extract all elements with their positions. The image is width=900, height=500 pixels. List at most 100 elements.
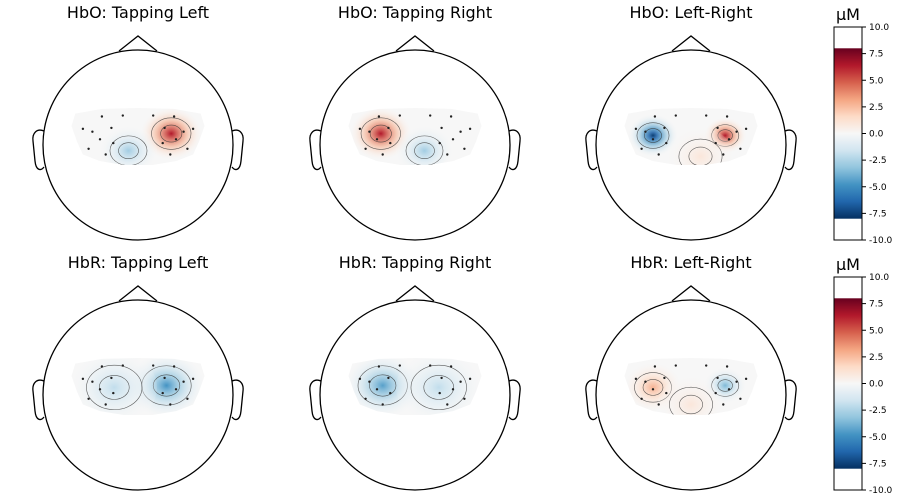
colorbar-tick-label: 5.0 [869,76,884,86]
heat-region [71,107,205,169]
sensor-dot [375,138,379,141]
contour-line [414,142,435,159]
sensor-dot [387,126,390,130]
sensor-dot [99,417,101,419]
right-ear-icon [508,379,521,421]
topomap-panel: HbR: Tapping Left [32,253,244,491]
colorbar-tick-label: 7.5 [869,300,883,310]
head-outline [319,49,511,241]
sensor-dot [446,153,449,156]
colorbar-tick-label: 10.0 [869,23,889,33]
sensor-dot [381,153,384,156]
sensor-dot [653,115,657,118]
contour-line [644,128,662,143]
contour-line [86,364,143,410]
sensor-dot [651,388,655,391]
sensor-dot [459,130,462,133]
sensor-dot [716,126,719,130]
contour-line [109,135,148,165]
sensor-dot [705,364,708,367]
sensor-dot [674,364,677,367]
colorbar: µM 10.0 7.5 5.0 2.5 0.0 -2.5 -5.0 -7.5 -10.0 [833,255,893,496]
sensor-dot [387,376,390,380]
contour-line [369,124,392,143]
colorbar-gradient [834,48,862,219]
sensor-dot [175,417,177,419]
contour-line [678,138,723,165]
sensor-dot [98,138,102,141]
left-ear-icon [32,379,45,421]
sensor-dot [112,391,115,395]
sensor-dot [644,380,647,383]
topomap-panel: HbO: Tapping Right [309,3,521,241]
contour-line [636,122,670,149]
contour-line [98,375,130,400]
topomap-panel: HbR: Left-Right [585,253,797,491]
sensor-dot [665,141,668,145]
sensor-dot [714,391,717,395]
sensor-dot [449,365,453,368]
colorbar-tick-label: -10.0 [869,486,893,496]
left-ear-icon [309,379,322,421]
colorbar-gradient [834,298,862,469]
panel-title: HbR: Left-Right [630,253,751,272]
colorbar-unit: µM [836,5,860,24]
left-ear-icon [309,129,322,171]
sensor-dot [652,167,654,169]
sensor-dot [381,403,384,406]
sensor-dot [376,417,378,419]
head-outline [42,49,234,241]
sensor-dot [440,126,443,130]
nose-icon [395,35,435,52]
sensor-dot [429,114,432,117]
activation-blob [628,114,678,157]
sensor-dot [364,397,367,400]
sensor-dot [364,147,367,150]
sensor-dot [81,377,85,381]
sensor-dot [186,147,189,150]
sensor-dot [368,380,371,383]
sensor-dot [175,167,177,169]
heat-region [624,107,758,169]
sensor-dot [452,167,454,169]
sensor-dot [100,115,104,118]
sensor-dot [725,365,729,368]
nose-icon [395,285,435,302]
sensor-dot [429,364,432,367]
sensor-dot [174,138,178,141]
sensor-dot [727,138,731,141]
sensor-dot [182,130,185,133]
sensor-dot [163,126,166,130]
left-ear-icon [585,129,598,171]
colorbar-tick-label: 0.0 [869,130,884,140]
nose-icon [671,35,711,52]
sensor-dot [674,114,677,117]
sensor-dot [100,365,104,368]
sensor-dot [389,391,392,395]
topomap-panel: HbR: Tapping Right [309,253,521,491]
sensor-dot [110,126,113,130]
nose-icon [118,35,158,52]
sensor-dot [376,167,378,169]
sensor-dot [104,153,107,156]
sensor-dot [725,115,729,118]
colorbar-tick-label: -2.5 [869,406,887,416]
sensor-dot [98,388,102,391]
activation-blob [657,376,725,415]
contour-line [118,142,139,159]
colorbar-tick-label: 2.5 [869,103,883,113]
sensor-dot [634,127,638,131]
sensor-dot [87,397,90,400]
sensor-dot [744,127,748,131]
sensor-dot [705,114,708,117]
sensor-dot [663,126,666,130]
sensor-dot [389,141,392,145]
head-outline [319,299,511,491]
sensor-dot [652,417,654,419]
sensor-dot [174,388,178,391]
head-outline [42,299,234,491]
sensor-dot [438,391,441,395]
sensor-dot [377,365,381,368]
heat-region [348,107,482,169]
